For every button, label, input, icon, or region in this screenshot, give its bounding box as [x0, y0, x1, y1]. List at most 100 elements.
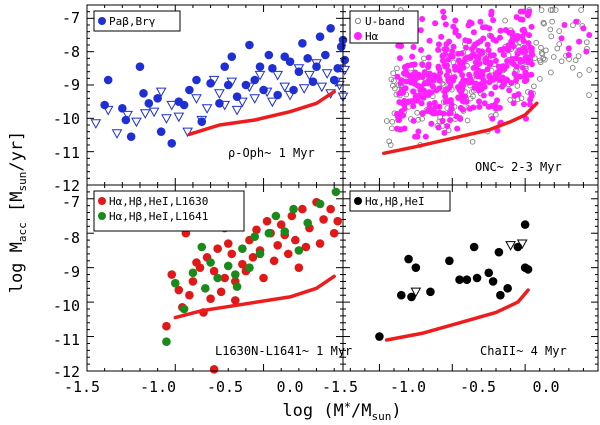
panel-annotation: ChaII~ 4 Myr: [480, 344, 567, 358]
panel-chaii: Hα,Hβ,HeI ChaII~ 4 Myr: [343, 184, 599, 372]
data-point: [482, 59, 489, 66]
data-point: [528, 71, 535, 78]
accretion-track-line: [382, 101, 539, 156]
data-point: [285, 57, 295, 66]
upper-limit-point: [182, 127, 193, 138]
data-point: [450, 43, 457, 50]
data-point: [461, 98, 468, 105]
data-point: [421, 69, 428, 76]
data-point: [216, 287, 226, 297]
upper-limit-point: [201, 104, 213, 114]
data-point: [301, 242, 311, 252]
upper-limit-point: [279, 82, 291, 93]
data-point: [466, 105, 473, 112]
panel-annotation: ρ-Oph~ 1 Myr: [228, 146, 315, 160]
data-point: [144, 99, 154, 108]
data-point: [506, 87, 513, 94]
data-point: [238, 244, 247, 254]
data-point: [583, 48, 590, 55]
data-point: [523, 265, 533, 274]
data-point: [484, 268, 494, 278]
data-point: [520, 37, 527, 44]
data-point: [502, 17, 509, 24]
data-point: [528, 45, 535, 52]
data-point: [495, 69, 502, 76]
data-point: [213, 273, 222, 283]
data-point: [525, 10, 532, 17]
data-point: [476, 98, 483, 105]
data-point: [333, 64, 343, 73]
data-point: [291, 235, 300, 245]
data-point: [561, 22, 568, 28]
x-tick-label: -1.0: [140, 378, 176, 396]
upper-limit-point: [311, 59, 322, 69]
data-point: [575, 53, 582, 59]
y-tick-label: -11: [53, 144, 80, 162]
x-tick-labels: -1.5 -1.0 -0.5 0.0 -1.5 -1.0 -0.5 0.0: [64, 378, 560, 396]
data-point: [446, 38, 453, 45]
data-point: [527, 96, 534, 103]
data-point: [538, 44, 544, 51]
x-tick-label: -0.5: [460, 378, 496, 396]
x-tick-label: 0.0: [532, 378, 559, 396]
data-point: [486, 74, 493, 81]
upper-limit-point: [166, 100, 178, 111]
data-point: [428, 120, 435, 127]
data-point: [447, 117, 454, 124]
upper-limit-point: [254, 70, 266, 81]
data-point: [227, 249, 237, 259]
panel-annotation: L1630N-L1641~ 1 Myr: [215, 344, 352, 358]
data-point: [326, 24, 335, 33]
data-point: [526, 32, 533, 39]
data-point: [231, 270, 240, 279]
data-point: [126, 132, 136, 141]
upper-limit-point: [267, 97, 278, 108]
data-point: [252, 225, 261, 235]
data-point: [232, 282, 242, 291]
legend-marker: [98, 197, 106, 205]
data-point: [174, 285, 184, 295]
data-point: [179, 304, 189, 314]
data-point: [447, 97, 454, 104]
data-point: [458, 90, 465, 97]
data-point: [273, 240, 282, 250]
legend-label: Hα: [365, 30, 379, 43]
frame-panel-cha: [342, 184, 599, 372]
legend-label: Hα,Hβ,HeI,L1641: [109, 210, 208, 223]
y-tick-label: -10: [53, 110, 80, 128]
data-point: [223, 239, 233, 248]
data-point: [417, 27, 424, 34]
panel-rho-oph: Paβ,Brγ ρ-Oph~ 1 Myr: [86, 4, 351, 186]
data-point: [100, 100, 109, 110]
data-point: [255, 249, 265, 259]
data-point: [396, 126, 403, 133]
data-point: [440, 14, 447, 21]
upper-limit-point: [304, 70, 315, 81]
data-point: [556, 28, 563, 34]
data-point: [586, 67, 593, 73]
data-point: [496, 34, 503, 41]
data-point: [264, 50, 274, 60]
data-point: [248, 253, 258, 262]
legend-box: [93, 190, 245, 232]
data-point: [315, 199, 325, 209]
data-point: [570, 22, 576, 29]
data-point: [436, 85, 443, 92]
data-point: [573, 18, 580, 25]
data-point: [319, 215, 328, 224]
data-point: [447, 82, 454, 89]
data-point: [490, 36, 497, 43]
upper-limit-point: [284, 90, 296, 101]
data-point: [513, 242, 523, 252]
data-point: [195, 263, 205, 272]
data-point: [238, 259, 247, 269]
upper-limit-point: [102, 105, 114, 116]
upper-limit-point: [214, 89, 225, 99]
data-point: [466, 38, 473, 45]
data-point: [549, 7, 556, 13]
data-point: [442, 93, 449, 100]
data-point: [515, 91, 522, 98]
data-point: [209, 266, 219, 276]
upper-limit-point: [237, 97, 248, 108]
y-tick-labels: -7 -8 -9 -10 -11 -12 -7 -8 -9 -10 -11 -1…: [53, 9, 80, 381]
